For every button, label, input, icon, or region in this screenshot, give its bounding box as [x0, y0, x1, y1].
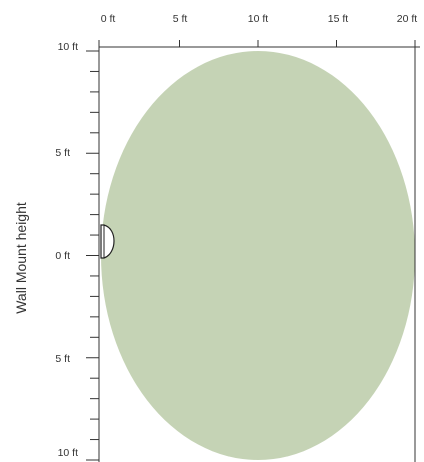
- y-tick-label-3: 5 ft: [55, 353, 70, 365]
- y-tick-label-2: 0 ft: [55, 250, 70, 262]
- y-tick-label-1: 5 ft: [55, 147, 70, 159]
- x-axis-ticks: [98, 40, 416, 47]
- x-tick-label-2: 10 ft: [248, 13, 269, 25]
- y-tick-label-4: 10 ft: [58, 447, 79, 459]
- y-axis-title: Wall Mount height: [13, 202, 29, 314]
- x-tick-label-3: 15 ft: [328, 13, 349, 25]
- x-tick-label-1: 5 ft: [173, 13, 188, 25]
- y-axis-ticks: [86, 50, 99, 461]
- coverage-area: [101, 51, 415, 460]
- x-tick-label-4: 20 ft: [397, 13, 418, 25]
- x-tick-label-0: 0 ft: [101, 13, 116, 25]
- y-tick-label-0: 10 ft: [58, 41, 79, 53]
